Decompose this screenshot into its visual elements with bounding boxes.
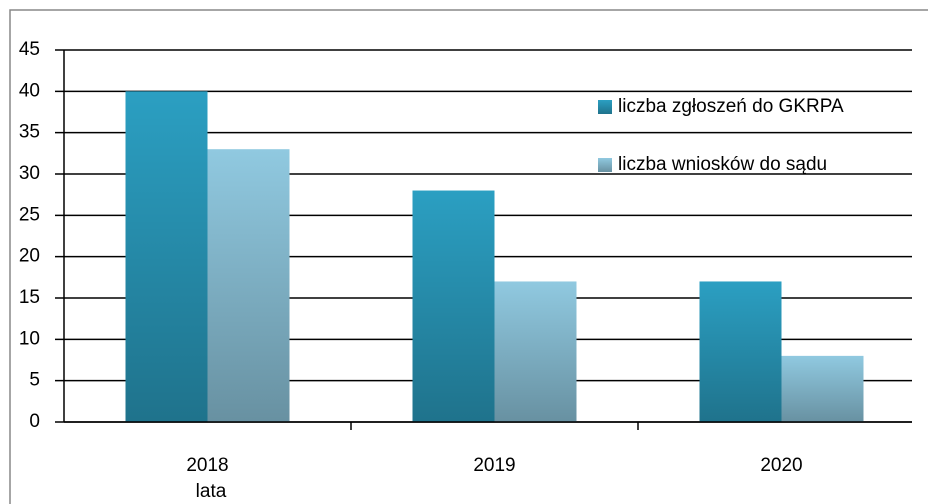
y-tick-label: 40 — [19, 80, 40, 101]
legend-label: liczba wniosków do sądu — [618, 154, 827, 175]
bar-shade — [207, 149, 290, 422]
legend-swatch-shade — [598, 100, 612, 114]
x-tick-label: 2019 — [473, 455, 515, 476]
y-tick-label: 10 — [19, 328, 40, 349]
y-tick-label: 15 — [19, 287, 40, 308]
x-tick-label: 2018 — [186, 455, 228, 476]
bar-shade — [412, 190, 495, 422]
bar-shade — [494, 281, 577, 422]
y-tick-label: 5 — [29, 370, 40, 391]
y-tick-label: 25 — [19, 204, 40, 225]
y-tick-label: 20 — [19, 246, 40, 267]
bar-shade — [781, 355, 864, 422]
x-tick-label: 2020 — [760, 455, 802, 476]
x-axis-label: lata — [196, 481, 227, 502]
y-tick-label: 45 — [19, 39, 40, 60]
y-tick-label: 35 — [19, 122, 40, 143]
bar-shade — [699, 281, 782, 422]
y-tick-label: 0 — [29, 411, 40, 432]
bar-shade — [125, 91, 208, 422]
y-tick-label: 30 — [19, 163, 40, 184]
legend-label: liczba zgłoszeń do GKRPA — [618, 96, 844, 117]
legend-swatch-shade — [598, 158, 612, 172]
